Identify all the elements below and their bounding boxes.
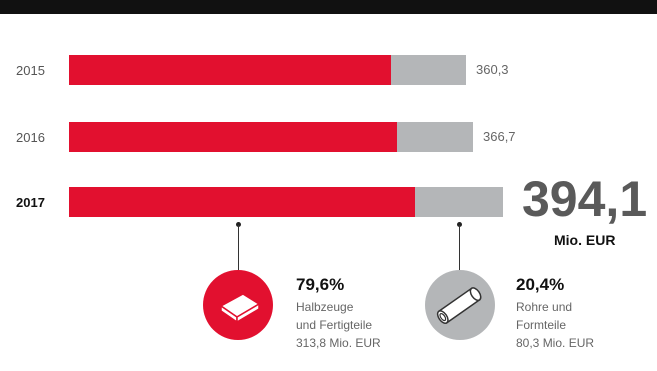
total-label-2015: 360,3 [476, 62, 509, 77]
bar-segment-2016-2 [397, 122, 473, 152]
tube-icon [425, 270, 495, 340]
connector-dot-2 [457, 222, 462, 227]
sheet-metal-icon [203, 270, 273, 340]
bar-segment-2017-2 [415, 187, 503, 217]
segment-1-percent: 79,6% [296, 275, 345, 294]
total-label-2016: 366,7 [483, 129, 516, 144]
bar-segment-2015-1 [69, 55, 391, 85]
segment-1-label-line2: und Fertigteile [296, 318, 373, 332]
segment-2-amount: 80,3 Mio. EUR [516, 336, 595, 350]
year-label-2017: 2017 [16, 195, 45, 210]
segment-1-amount: 313,8 Mio. EUR [296, 336, 381, 350]
segment-1-label-line1: Halbzeuge [296, 300, 354, 314]
year-label-2015: 2015 [16, 63, 45, 78]
bar-segment-2017-1 [69, 187, 415, 217]
year-label-2016: 2016 [16, 130, 45, 145]
total-2017-value: 394,1 [522, 171, 648, 227]
top-rule [0, 0, 657, 14]
segment-2-label-line1: Rohre und [516, 300, 573, 314]
connector-dot-1 [236, 222, 241, 227]
bar-segment-2015-2 [391, 55, 466, 85]
connector-line-1 [238, 225, 239, 270]
segment-2-label-line2: Formteile [516, 318, 567, 332]
total-unit: Mio. EUR [554, 232, 616, 248]
bar-segment-2016-1 [69, 122, 397, 152]
connector-line-2 [459, 225, 460, 270]
segment-2-percent: 20,4% [516, 275, 565, 294]
